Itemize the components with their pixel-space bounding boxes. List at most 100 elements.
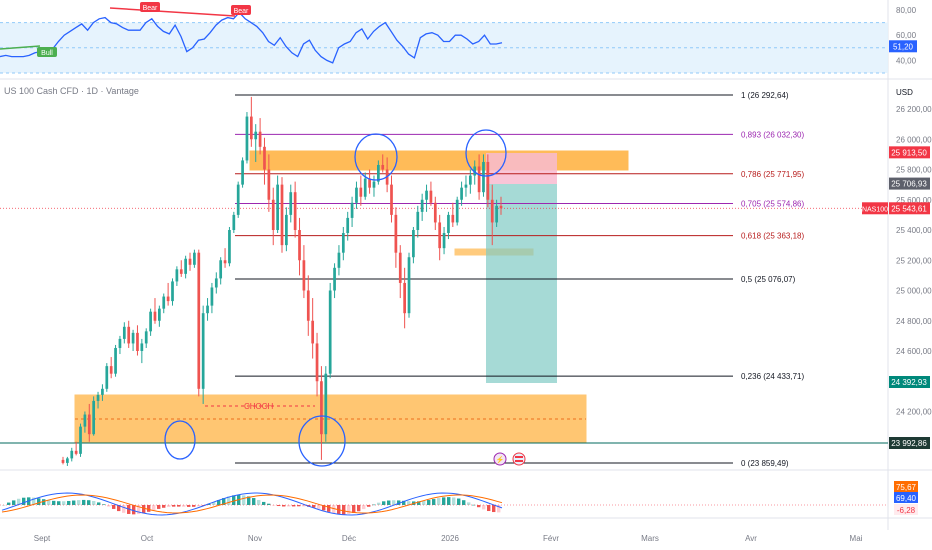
macd-histogram-bar xyxy=(102,504,106,505)
rsi-value-label: 51,20 xyxy=(893,42,914,51)
candle-body xyxy=(122,326,126,339)
candle-body xyxy=(455,199,459,223)
macd-histogram-bar xyxy=(487,505,491,512)
candle xyxy=(337,245,341,276)
candle-body xyxy=(162,296,166,309)
macd-histogram-bar xyxy=(82,499,86,505)
candle xyxy=(267,154,271,212)
candle xyxy=(425,184,428,212)
candle xyxy=(118,335,122,355)
stop-loss-area xyxy=(486,153,557,184)
candle xyxy=(210,282,214,314)
macd-histogram-bar xyxy=(447,497,451,505)
candle-body xyxy=(460,187,463,200)
candle xyxy=(403,267,406,329)
macd-histogram-bar xyxy=(62,501,66,505)
macd-histogram-bar xyxy=(17,498,21,505)
macd-value-label: 69,40 xyxy=(896,494,917,503)
candle-body xyxy=(118,338,122,348)
macd-histogram-bar xyxy=(367,505,371,507)
time-axis-label: Févr xyxy=(543,534,559,543)
macd-histogram-bar xyxy=(392,500,396,505)
candle xyxy=(293,181,297,238)
candle xyxy=(477,154,481,200)
candle xyxy=(486,154,490,208)
choch-label: CHOCH xyxy=(244,402,274,411)
candle-body xyxy=(92,400,96,435)
fib-level-label: 0,893 (26 032,30) xyxy=(741,130,804,139)
macd-histogram-bar xyxy=(472,504,476,506)
macd-histogram-bar xyxy=(362,505,366,510)
candle-body xyxy=(341,233,345,253)
macd-histogram-bar xyxy=(322,505,326,511)
time-axis-label: Oct xyxy=(141,534,154,543)
candle-body xyxy=(70,450,74,459)
price-badge xyxy=(889,177,930,190)
candle-body xyxy=(381,164,385,170)
macd-histogram-bar xyxy=(227,496,231,505)
candle-body xyxy=(267,169,271,200)
candle-body xyxy=(197,252,201,389)
symbol-tag-badge xyxy=(862,202,888,215)
time-axis-label: Mai xyxy=(850,534,863,543)
candle-body xyxy=(495,205,498,223)
candle-body xyxy=(276,184,279,231)
macd-histogram-bar xyxy=(137,505,141,515)
macd-histogram-bar xyxy=(397,500,401,505)
macd-value-badge xyxy=(894,504,918,515)
candle xyxy=(92,396,96,436)
macd-histogram-bar xyxy=(167,505,171,508)
candle-body xyxy=(223,260,227,264)
candle-body xyxy=(201,313,205,389)
highlight-circle xyxy=(465,129,507,177)
candle xyxy=(451,202,455,227)
macd-histogram-bar xyxy=(107,505,111,507)
candle-body xyxy=(214,278,218,288)
candle-body xyxy=(333,267,336,291)
candle xyxy=(324,366,328,442)
candle-body xyxy=(306,290,310,321)
candle-body xyxy=(499,205,503,209)
highlight-circle xyxy=(164,420,196,460)
candle-body xyxy=(127,326,131,344)
candle-body xyxy=(171,281,174,302)
candle xyxy=(368,169,371,194)
candle xyxy=(499,196,503,215)
candle-body xyxy=(451,214,455,223)
price-tick-label: 25 800,00 xyxy=(896,166,932,175)
candle-body xyxy=(324,373,328,435)
candle-body xyxy=(486,161,490,200)
candle-body xyxy=(175,269,179,282)
candle xyxy=(254,124,258,162)
price-badge-label: 25 543,61 xyxy=(891,204,927,213)
macd-histogram-bar xyxy=(437,498,441,505)
candle xyxy=(455,196,459,226)
macd-histogram-bar xyxy=(32,497,36,505)
candle-body xyxy=(490,199,494,223)
earnings-lightning-icon xyxy=(493,452,507,466)
macd-histogram-bar xyxy=(112,505,116,509)
rsi-value-badge xyxy=(889,40,917,53)
macd-histogram-bar xyxy=(172,505,176,507)
candle xyxy=(460,181,463,206)
macd-value-badge xyxy=(894,481,918,492)
candle xyxy=(236,181,240,218)
macd-histogram-bar xyxy=(207,503,211,505)
macd-histogram-bar xyxy=(347,505,351,515)
candle xyxy=(140,338,144,364)
candle xyxy=(232,211,236,234)
rsi-signal-label: Bull xyxy=(41,50,53,57)
candle xyxy=(79,423,82,457)
price-tick-label: 25 600,00 xyxy=(896,196,932,205)
candle-body xyxy=(464,184,468,188)
candle-body xyxy=(311,320,315,344)
candle-body xyxy=(61,459,65,463)
candle xyxy=(184,255,187,279)
candle xyxy=(468,169,472,194)
macd-histogram-bar xyxy=(182,505,186,507)
candle xyxy=(271,187,275,246)
macd-histogram-bar xyxy=(67,500,71,505)
candle xyxy=(433,196,437,231)
macd-value-label: 75,67 xyxy=(896,483,917,492)
